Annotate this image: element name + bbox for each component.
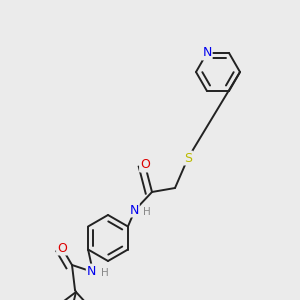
Text: O: O [140, 158, 150, 172]
Text: N: N [87, 265, 96, 278]
Text: N: N [129, 203, 139, 217]
Text: O: O [57, 242, 67, 254]
Text: H: H [142, 207, 150, 218]
Text: S: S [184, 152, 192, 164]
Text: H: H [100, 268, 108, 278]
Text: N: N [202, 46, 212, 59]
